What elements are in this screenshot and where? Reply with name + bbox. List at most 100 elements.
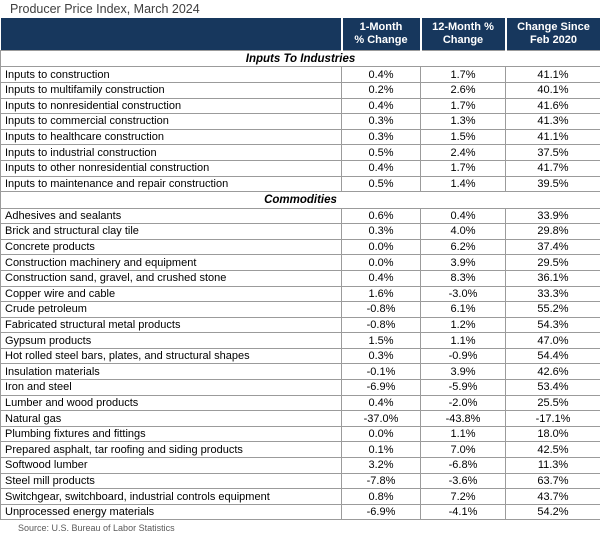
row-value: 1.7% [420,66,506,83]
row-value: 0.2% [341,81,421,99]
row-value: 41.6% [505,97,600,115]
section-label: Inputs To Industries [0,49,600,68]
table-row: Inputs to healthcare construction 0.3% 1.5… [0,128,600,146]
section-label: Commodities [0,191,600,209]
row-label: Inputs to multifamily construction [0,81,342,99]
table-row: Inputs to industrial construction 0.5% 2.4… [0,144,600,161]
row-value: 0.4% [341,394,421,412]
row-value: -7.8% [341,472,421,490]
header-cell-blank [0,18,342,51]
ppi-table: 1-Month % Change 12-Month % Change Chang… [0,18,600,521]
table-row: Inputs to commercial construction 0.3% 1.3… [0,113,600,130]
table-row: Brick and structural clay tile 0.3% 4.0% 29… [0,223,600,240]
row-label: Unprocessed energy materials [0,503,342,521]
table-row: Softwood lumber 3.2% -6.8% 11.3% [0,457,600,474]
row-value: 0.5% [341,175,421,193]
table-row: Construction machinery and equipment 0.0%… [0,254,600,271]
table-row: Lumber and wood products 0.4% -2.0% 25.5% [0,394,600,412]
row-label: Natural gas [0,410,342,427]
row-value: -17.1% [505,410,600,427]
row-label: Brick and structural clay tile [0,223,342,240]
row-label: Hot rolled steel bars, plates, and struc… [0,347,342,365]
row-value: 42.5% [505,441,600,459]
row-value: 6.1% [420,301,506,318]
table-row: Fabricated structural metal products -0.8… [0,316,600,334]
row-value: 18.0% [505,425,600,443]
row-value: 37.4% [505,238,600,256]
table-row: Iron and steel -6.9% -5.9% 53.4% [0,379,600,396]
row-value: 0.4% [341,97,421,115]
table-row: Inputs to maintenance and repair constru… [0,175,600,193]
row-label: Softwood lumber [0,457,342,474]
page-title: Producer Price Index, March 2024 [10,2,200,16]
table-row: Construction sand, gravel, and crushed s… [0,269,600,287]
table-header: 1-Month % Change 12-Month % Change Chang… [0,18,600,51]
row-label: Adhesives and sealants [0,207,342,225]
row-value: 0.0% [341,254,421,271]
row-value: 37.5% [505,144,600,161]
row-value: 3.2% [341,457,421,474]
row-value: 0.5% [341,144,421,161]
row-value: 39.5% [505,175,600,193]
row-value: 0.4% [420,207,506,225]
row-value: 0.4% [341,66,421,83]
section-header-row: Commodities [0,191,600,209]
row-value: 41.1% [505,128,600,146]
row-label: Concrete products [0,238,342,256]
header-cell-1-month: 1-Month % Change [340,18,421,51]
table-row: Inputs to nonresidential construction 0.4… [0,97,600,115]
row-value: 1.7% [420,159,506,177]
row-value: 63.7% [505,472,600,490]
row-value: 2.6% [420,81,506,99]
row-value: -0.1% [341,363,421,381]
table-row: Inputs to multifamily construction 0.2% 2.… [0,81,600,99]
row-value: 0.3% [341,347,421,365]
row-value: 54.3% [505,316,600,334]
row-label: Inputs to maintenance and repair constru… [0,175,342,193]
row-value: 29.5% [505,254,600,271]
row-value: 1.7% [420,97,506,115]
table-row: Insulation materials -0.1% 3.9% 42.6% [0,363,600,381]
row-label: Crude petroleum [0,301,342,318]
table-row: Unprocessed energy materials -6.9% -4.1% 54… [0,503,600,521]
source-note: Source: U.S. Bureau of Labor Statistics [18,523,175,534]
row-label: Plumbing fixtures and fittings [0,425,342,443]
row-value: 0.4% [341,159,421,177]
row-value: 1.5% [420,128,506,146]
header-cell-change-since: Change Since Feb 2020 [504,18,600,51]
row-value: -3.6% [420,472,506,490]
row-value: -37.0% [341,410,421,427]
row-value: 43.7% [505,488,600,505]
row-value: 7.2% [420,488,506,505]
row-value: -4.1% [420,503,506,521]
header-row: 1-Month % Change 12-Month % Change Chang… [0,18,600,51]
row-value: 33.3% [505,285,600,303]
row-label: Construction machinery and equipment [0,254,342,271]
row-label: Inputs to healthcare construction [0,128,342,146]
row-value: 3.9% [420,363,506,381]
table-row: Plumbing fixtures and fittings 0.0% 1.1% 18… [0,425,600,443]
row-label: Inputs to other nonresidential construct… [0,159,342,177]
row-value: 40.1% [505,81,600,99]
row-value: 0.0% [341,238,421,256]
table-row: Concrete products 0.0% 6.2% 37.4% [0,238,600,256]
row-label: Gypsum products [0,332,342,349]
row-value: 0.4% [341,269,421,287]
table-row: Inputs to construction 0.4% 1.7% 41.1% [0,66,600,83]
row-value: -3.0% [420,285,506,303]
row-value: 4.0% [420,223,506,240]
row-value: 36.1% [505,269,600,287]
row-value: -43.8% [420,410,506,427]
row-value: 1.3% [420,113,506,130]
row-value: 11.3% [505,457,600,474]
row-value: 42.6% [505,363,600,381]
table-body: Inputs To Industries Inputs to constructi… [0,49,600,521]
table-row: Gypsum products 1.5% 1.1% 47.0% [0,332,600,349]
row-label: Inputs to industrial construction [0,144,342,161]
row-value: 41.1% [505,66,600,83]
row-value: 0.1% [341,441,421,459]
row-value: -0.9% [420,347,506,365]
row-value: 1.4% [420,175,506,193]
row-label: Inputs to commercial construction [0,113,342,130]
section-header-row: Inputs To Industries [0,49,600,68]
